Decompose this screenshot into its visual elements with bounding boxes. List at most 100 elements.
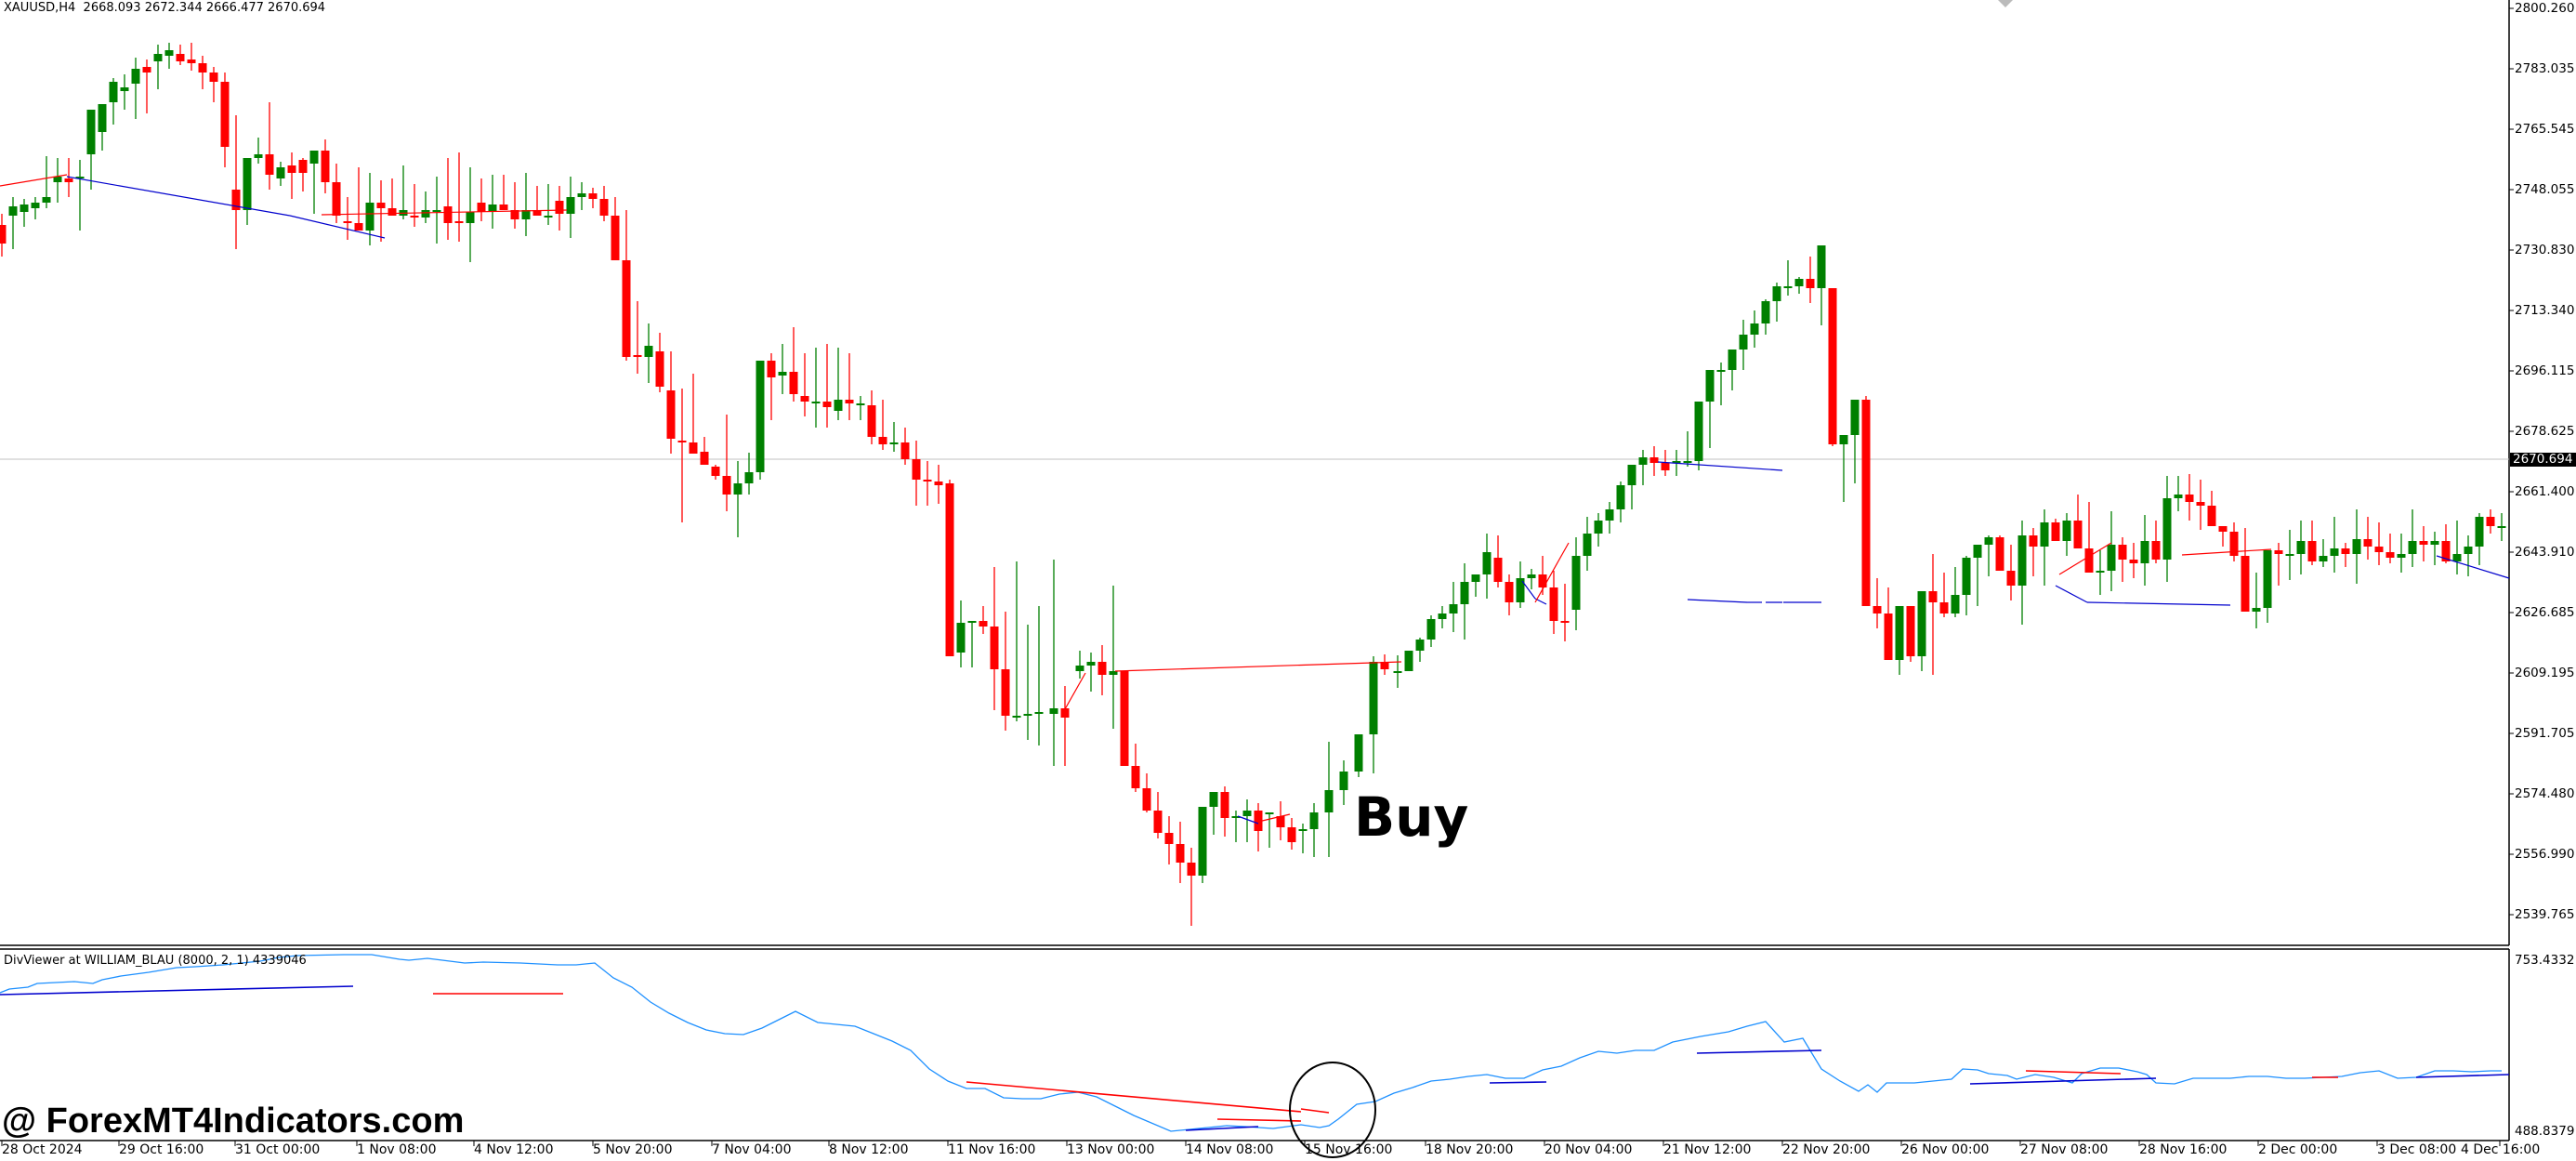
time-label: 1 Nov 08:00	[357, 1142, 437, 1157]
candle	[700, 437, 709, 465]
candle	[209, 67, 218, 102]
candle	[2051, 519, 2060, 541]
price-label: 2556.990	[2515, 847, 2575, 862]
candle	[1482, 534, 1492, 599]
time-label: 14 Nov 08:00	[1186, 1142, 1274, 1157]
candle	[867, 390, 876, 444]
candle	[599, 186, 609, 221]
candle	[889, 422, 899, 452]
indicator-title: DivViewer at WILLIAM_BLAU (8000, 2, 1) 4…	[4, 954, 307, 968]
candle	[555, 186, 564, 231]
candle	[1276, 801, 1285, 840]
candle	[1884, 587, 1893, 660]
price-label: 2539.765	[2515, 907, 2575, 922]
candle	[1583, 517, 1592, 571]
candle	[432, 177, 441, 244]
candle	[2263, 550, 2272, 623]
candle	[2486, 509, 2495, 534]
candle	[2285, 530, 2294, 580]
candle	[1638, 450, 1648, 485]
candle	[778, 344, 787, 394]
candle	[1594, 513, 1603, 547]
candle	[1075, 651, 1084, 679]
candle	[1380, 654, 1389, 675]
time-label: 4 Dec 16:00	[2461, 1142, 2541, 1157]
time-label: 7 Nov 04:00	[712, 1142, 792, 1157]
candle	[1772, 283, 1781, 322]
candle	[254, 138, 263, 164]
candle	[75, 160, 85, 231]
candle	[287, 152, 296, 199]
candle	[644, 323, 653, 383]
buy-signal-label: Buy	[1354, 785, 1469, 849]
candle	[0, 214, 7, 257]
candle	[2084, 502, 2094, 573]
price-label: 2661.400	[2515, 484, 2575, 499]
candle	[1393, 655, 1402, 688]
candle	[2441, 524, 2451, 563]
candle	[2185, 474, 2194, 521]
candle	[42, 156, 51, 208]
candle	[321, 139, 330, 193]
candle	[477, 178, 486, 221]
candle	[1984, 535, 1993, 576]
candle	[633, 301, 642, 374]
candle	[86, 110, 96, 190]
candle	[1794, 277, 1804, 294]
candle	[822, 344, 832, 428]
candle	[142, 59, 151, 113]
divergence-line	[1521, 580, 1536, 600]
candle	[900, 428, 910, 465]
candle	[811, 348, 821, 428]
candle	[1861, 396, 1871, 606]
candle	[365, 173, 375, 245]
candle	[1928, 554, 1938, 675]
candle	[2408, 509, 2417, 567]
candle	[521, 173, 531, 236]
candle	[1873, 578, 1882, 628]
candle	[98, 104, 107, 151]
candle	[2162, 476, 2172, 582]
candle	[1231, 811, 1241, 842]
time-label: 4 Nov 12:00	[474, 1142, 554, 1157]
highlight-circle	[1289, 1062, 1376, 1158]
candle	[1426, 615, 1436, 647]
divergence-line	[1114, 661, 1402, 672]
candle	[2319, 539, 2328, 567]
candle	[2218, 526, 2228, 547]
candle	[1728, 350, 1737, 390]
candle	[1962, 556, 1971, 615]
candle	[1995, 535, 2004, 571]
candle	[2129, 543, 2138, 578]
time-label: 20 Nov 04:00	[1544, 1142, 1633, 1157]
chart-shift-marker-icon[interactable]	[1998, 0, 2013, 7]
candle	[2229, 522, 2239, 561]
candle	[1571, 537, 1581, 630]
candle	[1906, 606, 1915, 662]
indicator-divergence-line	[1185, 1126, 1259, 1131]
candle	[243, 158, 252, 225]
candle	[611, 197, 620, 260]
candle	[1505, 574, 1514, 615]
candle	[510, 182, 519, 229]
candle	[1164, 816, 1174, 864]
ohlc-values: 2668.093 2672.344 2666.477 2670.694	[83, 1, 326, 15]
candle	[1460, 563, 1469, 640]
candle	[2151, 521, 2161, 563]
indicator-divergence-line	[1969, 1077, 2157, 1085]
candle	[845, 353, 854, 420]
price-label: 2800.260	[2515, 1, 2575, 16]
candle	[544, 184, 553, 225]
candle	[588, 188, 598, 208]
candle	[1705, 370, 1715, 448]
candle	[979, 606, 988, 634]
candle	[298, 158, 308, 191]
candle	[1220, 786, 1229, 837]
candle	[309, 151, 319, 214]
candle	[1242, 799, 1252, 842]
time-label: 22 Nov 20:00	[1782, 1142, 1871, 1157]
candle	[8, 197, 18, 249]
candle	[399, 165, 408, 219]
candle	[655, 333, 664, 392]
